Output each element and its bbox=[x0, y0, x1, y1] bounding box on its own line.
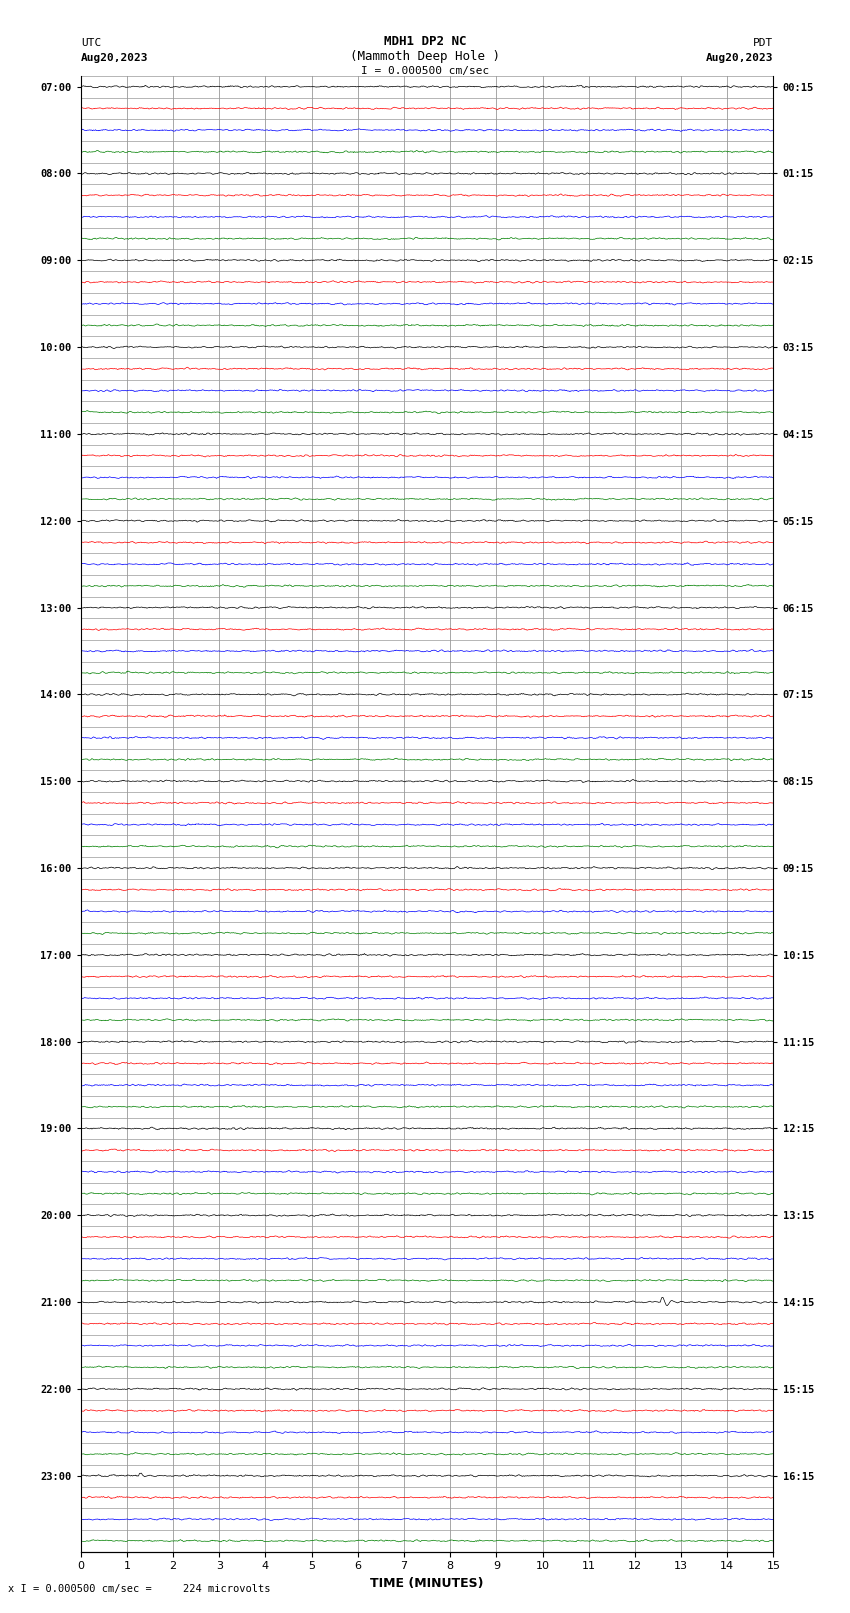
Text: MDH1 DP2 NC: MDH1 DP2 NC bbox=[383, 35, 467, 48]
Text: UTC: UTC bbox=[81, 39, 101, 48]
X-axis label: TIME (MINUTES): TIME (MINUTES) bbox=[371, 1578, 484, 1590]
Text: (Mammoth Deep Hole ): (Mammoth Deep Hole ) bbox=[350, 50, 500, 63]
Text: Aug20,2023: Aug20,2023 bbox=[706, 53, 774, 63]
Text: I = 0.000500 cm/sec: I = 0.000500 cm/sec bbox=[361, 66, 489, 76]
Text: x I = 0.000500 cm/sec =     224 microvolts: x I = 0.000500 cm/sec = 224 microvolts bbox=[8, 1584, 271, 1594]
Text: Aug20,2023: Aug20,2023 bbox=[81, 53, 148, 63]
Text: PDT: PDT bbox=[753, 39, 774, 48]
